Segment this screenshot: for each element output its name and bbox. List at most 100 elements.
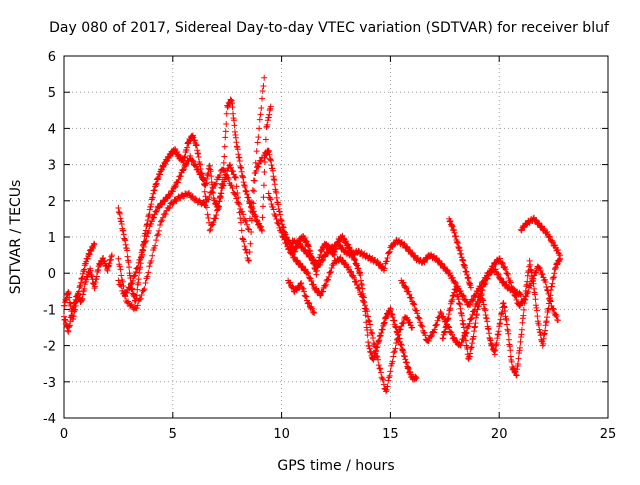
data-point bbox=[229, 104, 236, 111]
data-point bbox=[222, 134, 229, 141]
data-point bbox=[231, 122, 238, 129]
data-point bbox=[516, 344, 523, 351]
data-point bbox=[532, 269, 539, 276]
data-point bbox=[552, 242, 559, 249]
data-point bbox=[222, 171, 229, 178]
data-point bbox=[508, 358, 515, 365]
y-tick-label: -2 bbox=[43, 340, 56, 355]
data-point bbox=[250, 177, 257, 184]
data-point bbox=[393, 336, 400, 343]
data-point bbox=[451, 278, 458, 285]
data-point bbox=[361, 298, 368, 305]
data-point bbox=[460, 293, 467, 300]
data-point bbox=[189, 193, 196, 200]
data-point bbox=[259, 88, 266, 95]
data-point bbox=[541, 225, 548, 232]
data-point bbox=[166, 191, 173, 198]
data-point bbox=[232, 173, 239, 180]
data-point bbox=[504, 271, 511, 278]
data-point bbox=[241, 243, 248, 250]
data-point bbox=[369, 330, 376, 337]
data-point bbox=[425, 338, 432, 345]
data-point bbox=[242, 246, 249, 253]
data-point bbox=[179, 167, 186, 174]
data-point bbox=[466, 320, 473, 327]
data-point bbox=[245, 257, 252, 264]
x-tick-label: 15 bbox=[382, 427, 399, 442]
data-point bbox=[224, 174, 231, 181]
data-point bbox=[260, 194, 267, 201]
data-point bbox=[409, 249, 416, 256]
data-point bbox=[530, 275, 537, 282]
data-point bbox=[356, 285, 363, 292]
data-point bbox=[132, 272, 139, 279]
data-point bbox=[247, 240, 254, 247]
data-point bbox=[459, 292, 466, 299]
data-point bbox=[414, 310, 421, 317]
data-point bbox=[557, 252, 564, 259]
data-point bbox=[337, 254, 344, 261]
data-point bbox=[217, 194, 224, 201]
data-point bbox=[135, 276, 142, 283]
data-point bbox=[435, 257, 442, 264]
data-point bbox=[199, 175, 206, 182]
data-point bbox=[117, 266, 124, 273]
data-point bbox=[443, 266, 450, 273]
data-point bbox=[449, 274, 456, 281]
data-point bbox=[457, 288, 464, 295]
data-point bbox=[390, 353, 397, 360]
data-point bbox=[171, 184, 178, 191]
data-point bbox=[268, 200, 275, 207]
data-point bbox=[432, 322, 439, 329]
data-point bbox=[413, 375, 420, 382]
data-point bbox=[115, 277, 122, 284]
data-point bbox=[468, 315, 475, 322]
data-point bbox=[257, 111, 264, 118]
data-point bbox=[221, 153, 228, 160]
data-point bbox=[385, 377, 392, 384]
data-point bbox=[305, 270, 312, 277]
data-point bbox=[446, 328, 453, 335]
data-point bbox=[259, 95, 266, 102]
data-point bbox=[191, 162, 198, 169]
data-point bbox=[376, 365, 383, 372]
data-point bbox=[157, 218, 164, 225]
data-point bbox=[496, 255, 503, 262]
data-point bbox=[533, 269, 540, 276]
data-point bbox=[542, 279, 549, 285]
data-point bbox=[325, 276, 332, 283]
data-point bbox=[364, 313, 371, 320]
data-point bbox=[542, 327, 549, 334]
data-point bbox=[300, 285, 307, 292]
data-point bbox=[238, 227, 245, 234]
data-point bbox=[301, 246, 308, 253]
data-point bbox=[431, 326, 438, 333]
data-point bbox=[385, 249, 392, 256]
data-point bbox=[118, 283, 125, 290]
y-tick-label: 6 bbox=[48, 50, 56, 65]
data-point bbox=[377, 369, 384, 376]
data-point bbox=[513, 296, 520, 303]
data-point bbox=[524, 290, 531, 297]
y-axis-label: SDTVAR / TECUs bbox=[8, 180, 24, 295]
data-point bbox=[347, 268, 354, 275]
data-point bbox=[544, 286, 551, 293]
data-point bbox=[193, 142, 200, 149]
data-point bbox=[204, 211, 211, 218]
data-point bbox=[414, 314, 421, 321]
data-point bbox=[406, 291, 413, 298]
data-point bbox=[419, 323, 426, 330]
data-point bbox=[240, 211, 247, 218]
data-point bbox=[539, 271, 546, 278]
data-point bbox=[231, 190, 238, 197]
data-point bbox=[116, 263, 123, 270]
data-point bbox=[483, 276, 490, 283]
data-point bbox=[521, 296, 528, 303]
data-point bbox=[133, 305, 140, 312]
data-point bbox=[206, 193, 213, 200]
data-point bbox=[209, 188, 216, 195]
data-point bbox=[172, 183, 179, 190]
data-point bbox=[525, 288, 532, 295]
data-point bbox=[156, 222, 163, 229]
